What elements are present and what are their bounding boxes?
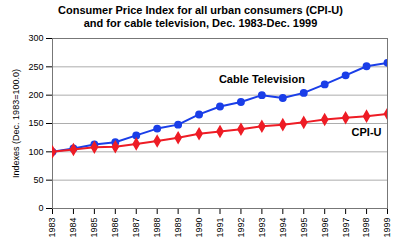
- svg-text:1985: 1985: [89, 218, 99, 238]
- svg-text:1988: 1988: [152, 218, 162, 238]
- svg-text:1990: 1990: [194, 218, 204, 238]
- html-text:Consumer Price Index for all u: Consumer Price Index for all urban consu…: [58, 4, 343, 16]
- svg-text:Cable Television: Cable Television: [219, 73, 305, 85]
- svg-text:200: 200: [28, 90, 43, 100]
- html-text:and for cable television, Dec.: and for cable television, Dec. 1983-Dec.…: [83, 17, 318, 29]
- svg-text:1983: 1983: [47, 218, 57, 238]
- svg-text:50: 50: [33, 175, 43, 185]
- svg-text:0: 0: [38, 203, 43, 213]
- svg-text:150: 150: [28, 118, 43, 128]
- svg-text:1991: 1991: [215, 218, 225, 238]
- svg-text:1995: 1995: [299, 218, 309, 238]
- svg-text:1996: 1996: [320, 218, 330, 238]
- svg-text:1992: 1992: [236, 218, 246, 238]
- svg-text:1999: 1999: [382, 218, 392, 238]
- svg-text:CPI-U: CPI-U: [352, 126, 382, 138]
- svg-text:1997: 1997: [341, 218, 351, 238]
- svg-text:1989: 1989: [173, 218, 183, 238]
- svg-text:1998: 1998: [361, 218, 371, 238]
- svg-text:1987: 1987: [131, 218, 141, 238]
- svg-text:100: 100: [28, 147, 43, 157]
- svg-text:1994: 1994: [278, 218, 288, 238]
- svg-text:1986: 1986: [110, 218, 120, 238]
- svg-text:300: 300: [28, 33, 43, 43]
- svg-text:250: 250: [28, 62, 43, 72]
- svg-text:Indexes (Dec. 1983=100.0): Indexes (Dec. 1983=100.0): [11, 69, 21, 178]
- svg-text:1993: 1993: [257, 218, 267, 238]
- svg-text:1984: 1984: [68, 218, 78, 238]
